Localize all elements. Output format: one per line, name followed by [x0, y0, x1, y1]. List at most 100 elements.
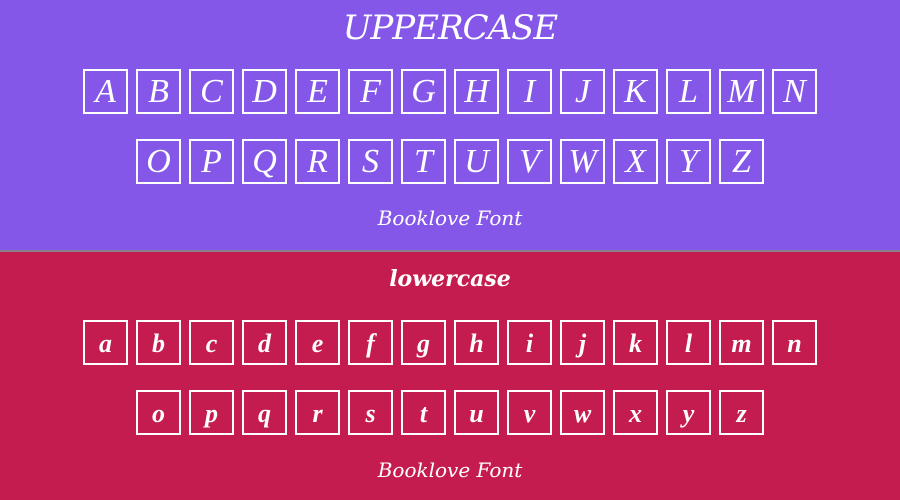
glyph: l [684, 329, 693, 358]
glyph: q [258, 399, 271, 428]
glyph: S [362, 142, 379, 180]
glyph-box: v [507, 390, 552, 435]
glyph: o [152, 399, 165, 428]
glyph-box: x [613, 390, 658, 435]
glyph-box: i [507, 320, 552, 365]
glyph: Z [732, 142, 751, 180]
glyph: m [731, 329, 752, 358]
glyph-box: X [613, 139, 658, 184]
glyph: h [469, 329, 484, 358]
glyph: I [523, 72, 536, 110]
glyph-box: Q [242, 139, 287, 184]
glyph: F [360, 72, 381, 110]
glyph-box: b [136, 320, 181, 365]
glyph-box: O [136, 139, 181, 184]
glyph-box: D [242, 69, 287, 114]
lowercase-row-1: a b c d e f g h i j k l m n [83, 320, 817, 365]
glyph: j [578, 329, 587, 358]
glyph-box: d [242, 320, 287, 365]
glyph-box: C [189, 69, 234, 114]
glyph: J [574, 72, 591, 110]
glyph-box: W [560, 139, 605, 184]
glyph: N [783, 72, 806, 110]
glyph-box: z [719, 390, 764, 435]
glyph-box: A [83, 69, 128, 114]
glyph-box: G [401, 69, 446, 114]
glyph-box: K [613, 69, 658, 114]
glyph-box: h [454, 320, 499, 365]
glyph: a [99, 329, 112, 358]
glyph-box: j [560, 320, 605, 365]
glyph-box: H [454, 69, 499, 114]
glyph-box: Y [666, 139, 711, 184]
glyph: g [417, 329, 430, 358]
glyph-box: R [295, 139, 340, 184]
glyph: U [464, 142, 489, 180]
glyph-box: t [401, 390, 446, 435]
glyph: t [419, 399, 428, 428]
glyph-box: N [772, 69, 817, 114]
glyph: Y [679, 142, 698, 180]
glyph-box: n [772, 320, 817, 365]
glyph: X [625, 142, 646, 180]
glyph: c [205, 329, 218, 358]
glyph: u [469, 399, 484, 428]
glyph: s [365, 399, 376, 428]
glyph: V [519, 142, 540, 180]
glyph: H [464, 72, 489, 110]
glyph: O [146, 142, 171, 180]
glyph-box: P [189, 139, 234, 184]
glyph-box: S [348, 139, 393, 184]
glyph: p [205, 399, 218, 428]
glyph-box: y [666, 390, 711, 435]
glyph-box: c [189, 320, 234, 365]
glyph: e [311, 329, 324, 358]
glyph: d [258, 329, 271, 358]
lowercase-row-2: o p q r s t u v w x y z [136, 390, 764, 435]
glyph-box: E [295, 69, 340, 114]
glyph-box: Z [719, 139, 764, 184]
uppercase-footer: Booklove Font [377, 206, 523, 230]
glyph-box: k [613, 320, 658, 365]
glyph-box: a [83, 320, 128, 365]
glyph-box: L [666, 69, 711, 114]
glyph: k [629, 329, 642, 358]
glyph: i [525, 329, 534, 358]
glyph-box: B [136, 69, 181, 114]
glyph-box: u [454, 390, 499, 435]
glyph: z [736, 399, 747, 428]
glyph: K [624, 72, 647, 110]
glyph: x [629, 399, 642, 428]
glyph: G [411, 72, 436, 110]
glyph: M [727, 72, 756, 110]
glyph-box: w [560, 390, 605, 435]
glyph: R [307, 142, 328, 180]
glyph: D [252, 72, 277, 110]
glyph-box: r [295, 390, 340, 435]
glyph-box: g [401, 320, 446, 365]
glyph: L [679, 72, 698, 110]
glyph-box: V [507, 139, 552, 184]
glyph-box: e [295, 320, 340, 365]
glyph: n [787, 329, 802, 358]
glyph: b [152, 329, 165, 358]
glyph-box: p [189, 390, 234, 435]
glyph-box: f [348, 320, 393, 365]
glyph: y [682, 399, 695, 428]
glyph-box: s [348, 390, 393, 435]
glyph: C [200, 72, 223, 110]
glyph: E [307, 72, 328, 110]
lowercase-panel: lowercase a b c d e f g h i j k l m n o p q r s t u v w x y z Bo… [0, 252, 900, 500]
glyph-box: q [242, 390, 287, 435]
lowercase-title: lowercase [389, 266, 511, 292]
glyph: W [568, 142, 597, 180]
glyph: r [312, 399, 323, 428]
glyph: v [523, 399, 536, 428]
glyph-box: U [454, 139, 499, 184]
glyph: Q [252, 142, 277, 180]
glyph-box: m [719, 320, 764, 365]
glyph: B [148, 72, 169, 110]
glyph: f [366, 329, 375, 358]
